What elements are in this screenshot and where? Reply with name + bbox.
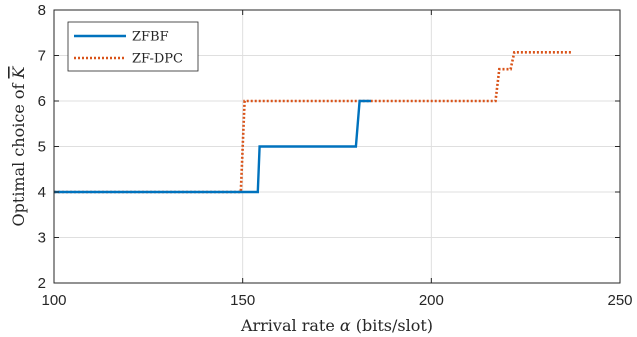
x-tick-label: 250 [607,292,632,309]
y-tick-label: 6 [38,93,46,110]
y-axis-label-text: Optimal choice of [9,78,28,226]
y-tick-label: 7 [38,48,46,65]
legend-label-zfbf: ZFBF [132,30,169,45]
x-tick-label: 200 [419,292,444,309]
y-tick-label: 2 [38,275,46,292]
x-tick-label: 150 [230,292,255,309]
axis-ticks: 100 150 200 250 2 3 4 5 6 7 8 [38,2,633,309]
x-axis-label-text: Arrival rate [240,316,340,335]
series-lines [54,50,571,194]
legend: ZFBF ZF-DPC [67,21,199,72]
y-tick-label: 5 [38,139,46,156]
series-line-zf-dpc [54,50,571,194]
x-axis-label-unit: (bits/slot) [351,316,433,335]
y-axis-label-symbol: K [9,65,28,79]
legend-label-zf-dpc: ZF-DPC [132,52,183,67]
y-tick-label: 4 [38,184,46,201]
y-tick-label: 8 [38,2,46,19]
legend-box [67,21,199,72]
y-tick-label: 3 [38,230,46,247]
series-line-zfbf [54,99,371,194]
x-tick-label: 100 [41,292,66,309]
x-axis-label-symbol: α [340,316,351,335]
y-axis-label: Optimal choice of K [9,65,28,226]
x-axis-label: Arrival rate α (bits/slot) [240,316,433,335]
